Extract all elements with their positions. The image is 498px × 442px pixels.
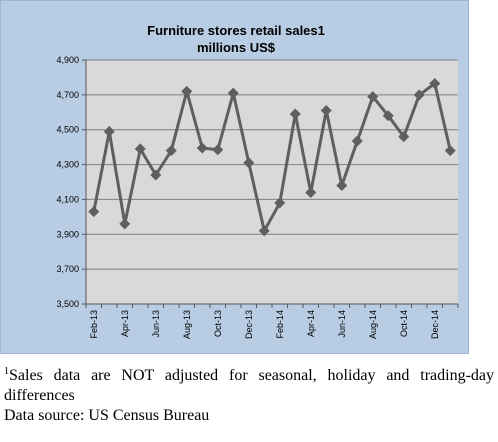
x-tick-label: Dec-13: [244, 310, 254, 339]
data-point-marker: [367, 91, 379, 103]
y-tick-label: 4,700: [56, 90, 79, 100]
x-tick-label: Aug-14: [368, 310, 378, 339]
data-point-marker: [320, 105, 332, 117]
data-point-marker: [181, 85, 193, 97]
x-tick-label: Aug-13: [182, 310, 192, 339]
footnote-marker: 1: [4, 366, 9, 377]
x-tick-label: Apr-14: [306, 310, 316, 337]
x-axis: Feb-13 Apr-13 Jun-13 Aug-13 Oct-13 Dec-13 Feb-…: [85, 303, 459, 339]
y-tick-label: 4,500: [56, 125, 79, 135]
data-point-marker: [289, 108, 301, 120]
chart-title-line-1: Furniture stores retail sales1: [147, 23, 325, 38]
data-point-marker: [196, 142, 208, 154]
sales-series: [88, 78, 456, 237]
chart: Furniture stores retail sales1 millions …: [0, 0, 469, 354]
x-tick-label: Jun-13: [151, 310, 161, 338]
x-tick-label: Oct-13: [213, 310, 223, 337]
chart-svg: Furniture stores retail sales1 millions …: [0, 0, 469, 354]
footnote: 1Sales data are NOT adjusted for seasona…: [4, 366, 494, 426]
chart-title-line-2: millions US$: [197, 40, 276, 55]
data-point-marker: [398, 131, 410, 143]
x-tick-label: Feb-13: [89, 310, 99, 339]
data-point-marker: [165, 145, 177, 157]
data-point-marker: [88, 206, 100, 218]
data-point-marker: [119, 218, 131, 230]
y-tick-label: 3,500: [56, 299, 79, 309]
footnote-note: 1Sales data are NOT adjusted for seasona…: [4, 366, 494, 406]
data-point-marker: [274, 197, 286, 209]
data-point-marker: [227, 87, 239, 99]
data-point-marker: [429, 78, 441, 90]
data-point-marker: [212, 144, 224, 156]
data-point-marker: [305, 186, 317, 198]
y-axis: 3,500 3,700 3,900 4,100 4,300 4,500 4,700 4,900: [56, 55, 87, 309]
data-point-marker: [413, 89, 425, 101]
x-tick-label: Oct-14: [399, 310, 409, 337]
footnote-note-text: Sales data are NOT adjusted for seasonal…: [4, 367, 494, 404]
data-point-marker: [351, 135, 363, 147]
series-line: [92, 82, 452, 233]
footnote-source: Data source: US Census Bureau: [4, 407, 210, 424]
data-point-marker: [336, 179, 348, 191]
x-tick-label: Jun-14: [337, 310, 347, 338]
data-point-marker: [150, 169, 162, 181]
data-point-marker: [444, 145, 456, 157]
x-tick-label: Apr-13: [120, 310, 130, 337]
data-point-marker: [258, 225, 270, 237]
x-tick-label: Dec-14: [430, 310, 440, 339]
data-point-marker: [243, 157, 255, 169]
y-tick-label: 4,900: [56, 55, 79, 65]
data-point-marker: [382, 110, 394, 122]
y-tick-label: 3,700: [56, 264, 79, 274]
plot-area: [86, 60, 458, 304]
y-tick-label: 4,100: [56, 194, 79, 204]
data-point-marker: [103, 125, 115, 137]
y-tick-label: 4,300: [56, 160, 79, 170]
data-point-marker: [134, 143, 146, 155]
y-tick-label: 3,900: [56, 229, 79, 239]
x-tick-label: Feb-14: [275, 310, 285, 339]
